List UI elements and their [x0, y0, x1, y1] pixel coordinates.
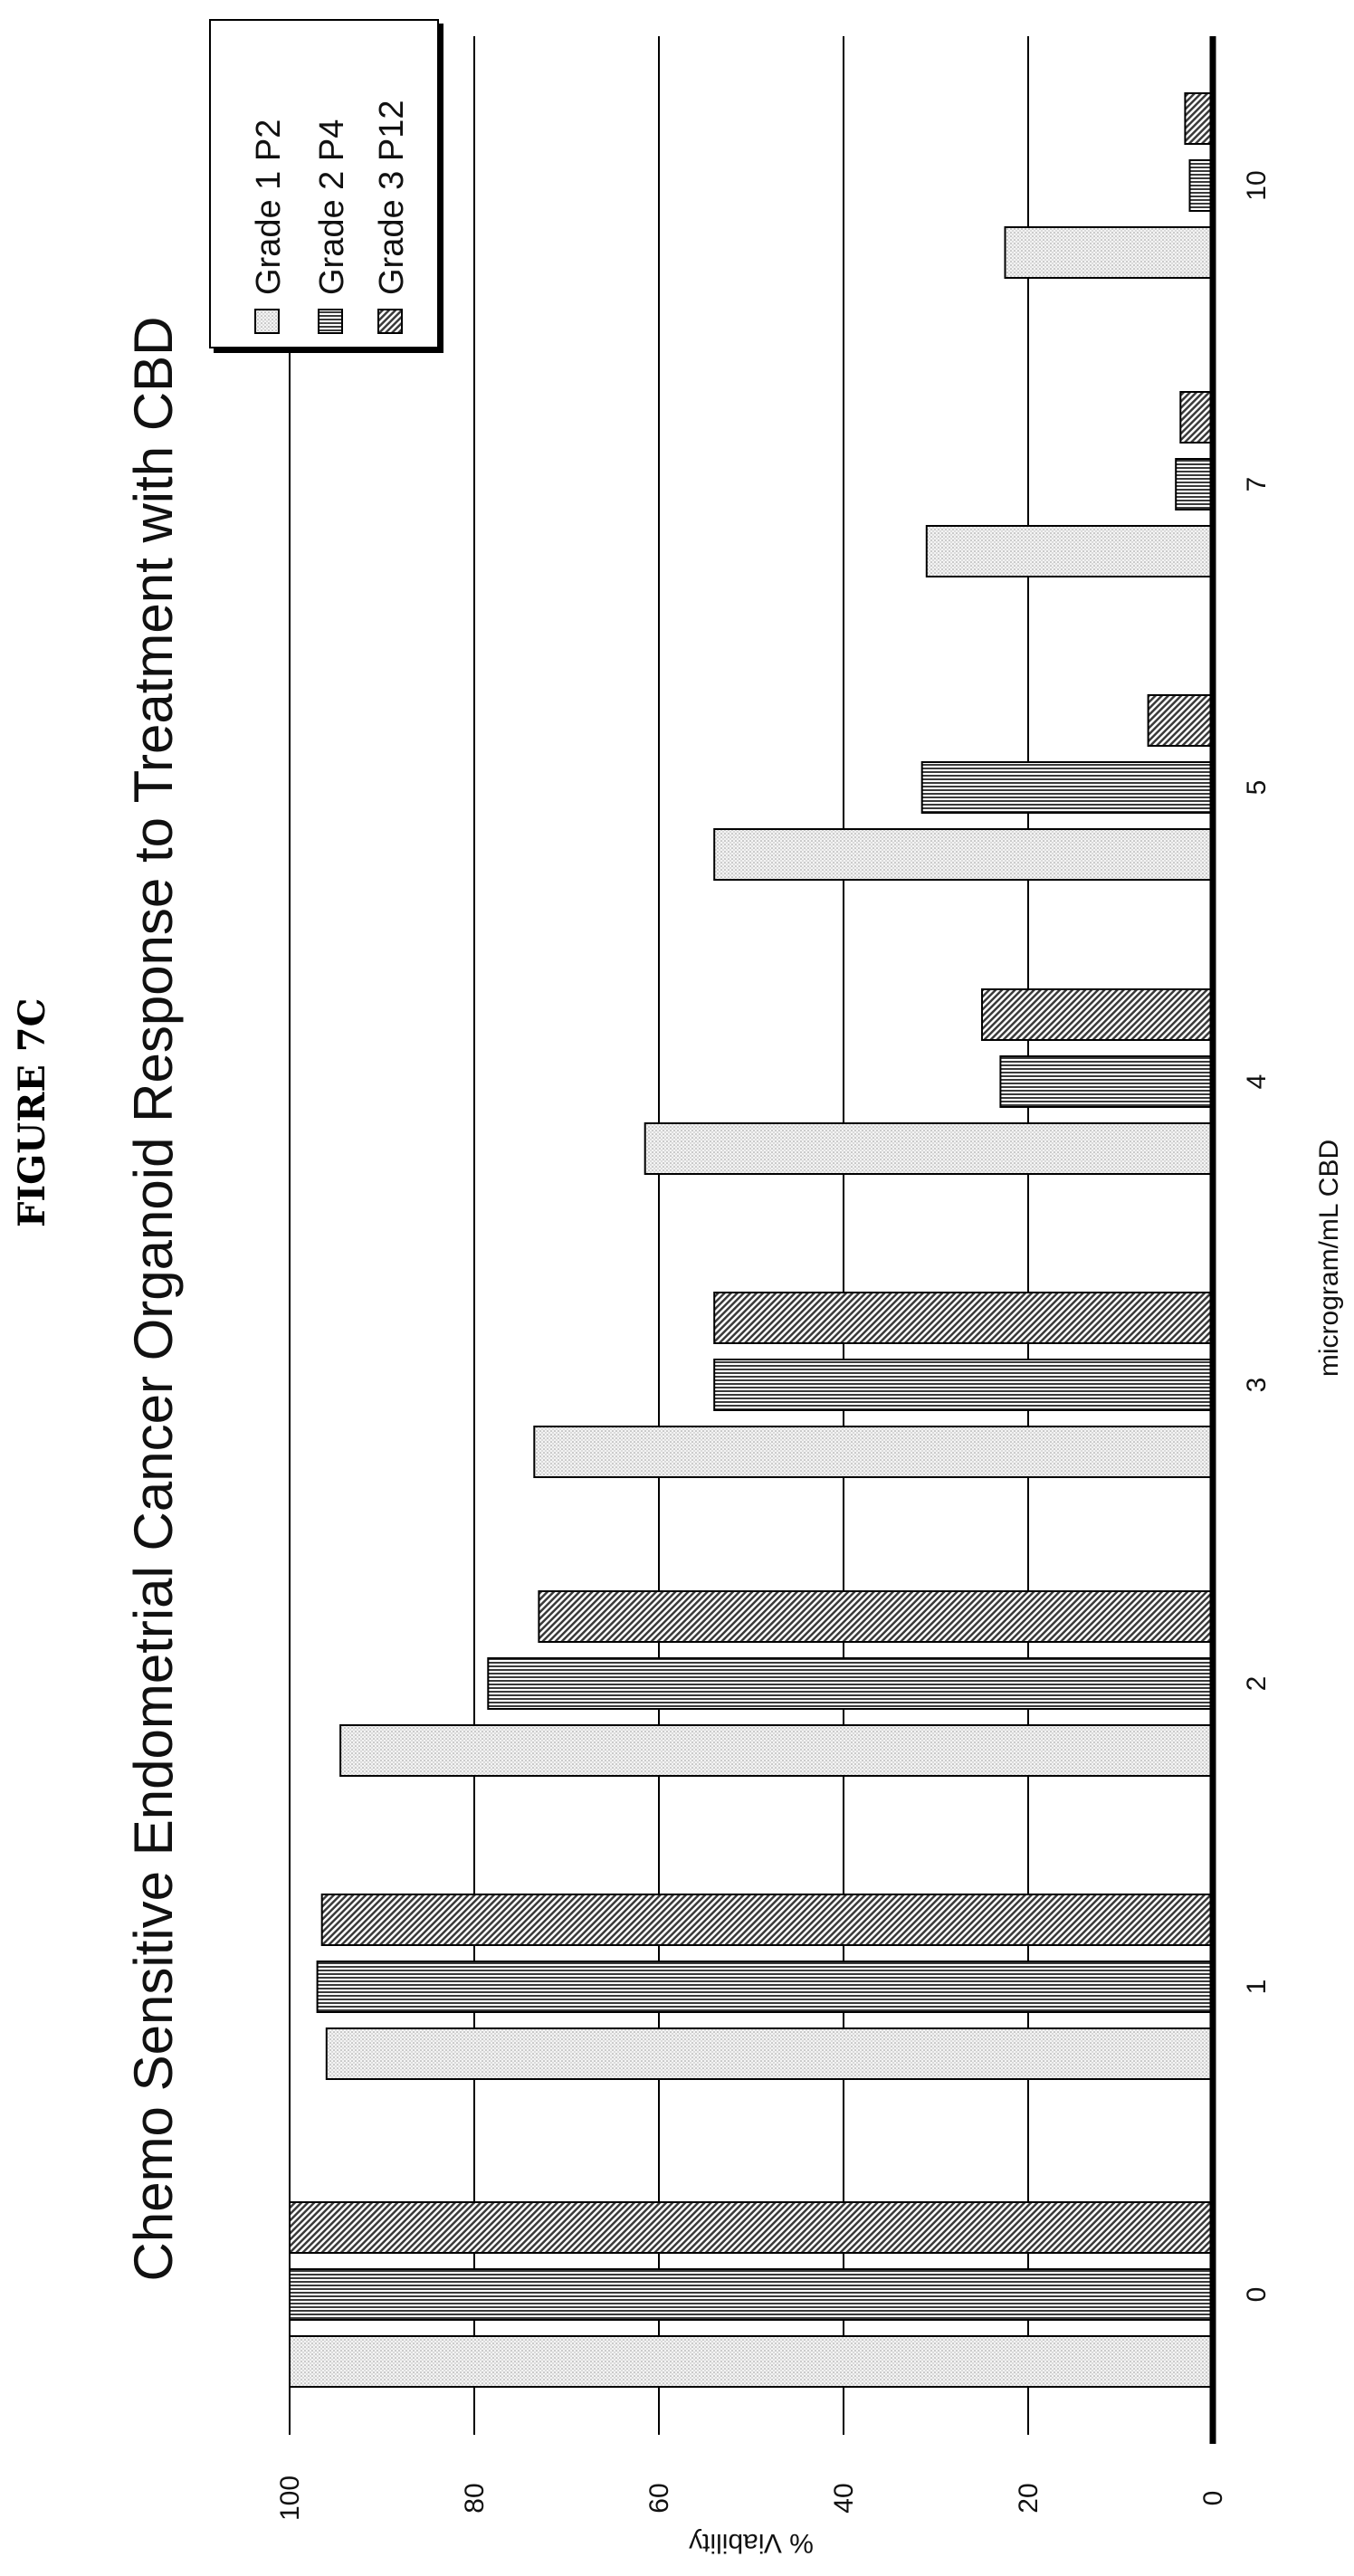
legend-label-grade-2-p4: Grade 2 P4	[313, 119, 351, 295]
legend-shadow-bottom	[214, 348, 443, 353]
bar-grade-1-p2-0	[289, 2335, 1214, 2388]
value-tick-label-20: 20	[1014, 2483, 1044, 2513]
legend-shadow-right	[438, 24, 443, 351]
chart-title: Chemo Sensitive Endometrial Cancer Organ…	[123, 316, 184, 2281]
legend-label-grade-3-p12: Grade 3 P12	[373, 100, 411, 295]
legend-swatch-grade-2-p4	[318, 309, 343, 334]
bar-grade-2-p4-3	[713, 1359, 1214, 1411]
value-tick-label-40: 40	[829, 2483, 859, 2513]
category-tick-label-3: 3	[1242, 1378, 1272, 1393]
bar-grade-1-p2-4	[644, 1122, 1214, 1175]
x-axis-label: microgram/mL CBD	[1314, 1140, 1344, 1377]
category-tick-label-2: 2	[1242, 1676, 1272, 1692]
bar-grade-2-p4-7	[1175, 458, 1214, 510]
bar-grade-2-p4-4	[999, 1055, 1215, 1108]
bar-grade-3-p12-2	[538, 1590, 1214, 1643]
bar-grade-2-p4-10	[1188, 159, 1214, 212]
bar-grade-3-p12-1	[320, 1894, 1214, 1946]
bar-grade-1-p2-1	[325, 2027, 1214, 2080]
legend-swatch-grade-3-p12	[377, 309, 403, 334]
legend-swatch-grade-1-p2	[254, 309, 280, 334]
bar-grade-3-p12-4	[981, 988, 1214, 1041]
category-tick-label-0: 0	[1242, 2287, 1272, 2303]
bar-grade-1-p2-3	[533, 1426, 1214, 1478]
bar-grade-1-p2-2	[339, 1724, 1215, 1777]
legend-label-grade-1-p2: Grade 1 P2	[250, 119, 288, 295]
labels: 0 20 40 60 80 100 0 1 2 3 4 5 7 10 Chemo Sensitive End…	[123, 170, 1344, 2558]
category-tick-label-10: 10	[1242, 170, 1272, 200]
bar-grade-1-p2-5	[713, 828, 1214, 881]
bar-grade-2-p4-1	[316, 1961, 1215, 2013]
category-tick-label-7: 7	[1242, 477, 1272, 492]
value-tick-label-60: 60	[644, 2483, 674, 2513]
bars	[289, 92, 1215, 2388]
category-tick-label-4: 4	[1242, 1074, 1272, 1090]
bar-grade-1-p2-10	[1004, 226, 1214, 279]
y-axis-label: % Viability	[689, 2528, 814, 2558]
legend: Grade 1 P2 Grade 2 P4 Grade 3 P12	[209, 19, 443, 353]
bar-grade-2-p4-2	[487, 1657, 1214, 1710]
value-tick-label-80: 80	[460, 2483, 490, 2513]
bar-grade-2-p4-5	[920, 761, 1214, 814]
bar-grade-3-p12-7	[1179, 391, 1215, 444]
bar-grade-3-p12-0	[289, 2201, 1214, 2254]
bar-grade-1-p2-7	[925, 525, 1214, 577]
bar-grade-3-p12-5	[1147, 694, 1214, 747]
bar-grade-3-p12-10	[1184, 92, 1215, 145]
bar-grade-2-p4-0	[289, 2268, 1214, 2321]
bar-grade-3-p12-3	[713, 1292, 1214, 1344]
category-tick-label-5: 5	[1242, 780, 1272, 796]
category-tick-label-1: 1	[1242, 1980, 1272, 1995]
value-tick-label-0: 0	[1198, 2491, 1228, 2506]
value-tick-label-100: 100	[275, 2476, 305, 2521]
